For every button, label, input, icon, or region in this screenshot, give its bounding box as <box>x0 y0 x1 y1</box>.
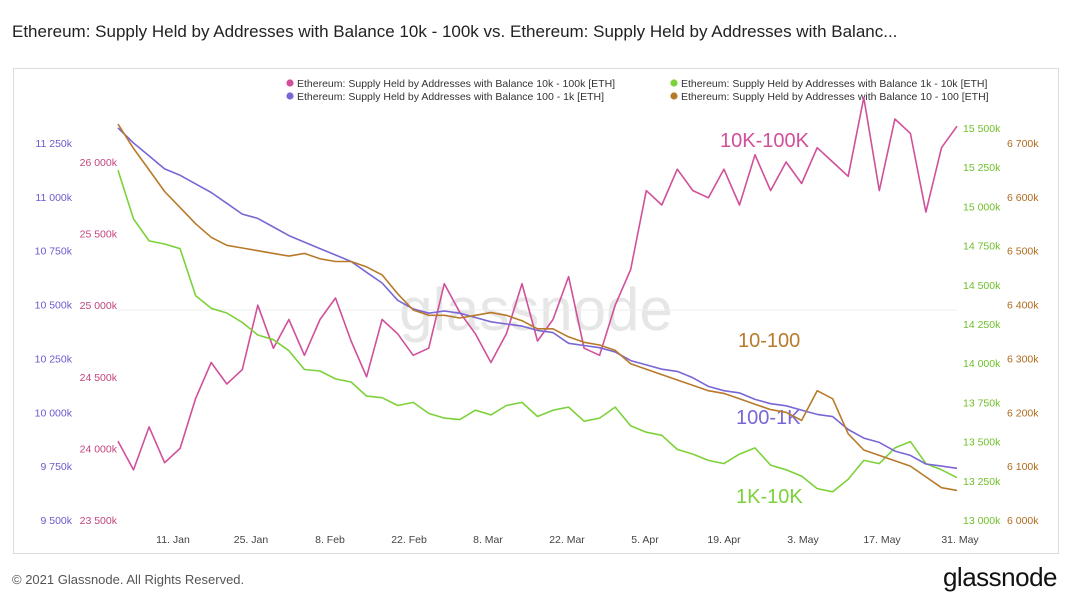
copyright-text: © 2021 Glassnode. All Rights Reserved. <box>12 572 245 587</box>
y-tick-label: 6 700k <box>1007 138 1039 150</box>
y-tick-label: 23 500k <box>80 515 118 527</box>
legend-marker <box>670 92 678 100</box>
y-tick-label: 25 500k <box>80 229 118 241</box>
y-tick-label: 13 500k <box>963 437 1001 449</box>
legend-label: Ethereum: Supply Held by Addresses with … <box>297 78 615 90</box>
x-tick-label: 8. Feb <box>315 534 345 546</box>
legend-label: Ethereum: Supply Held by Addresses with … <box>681 91 989 103</box>
series-annotation: 100-1K <box>736 407 801 429</box>
y-tick-label: 15 000k <box>963 201 1001 213</box>
y-tick-label: 26 000k <box>80 157 118 169</box>
y-tick-label: 14 250k <box>963 319 1001 331</box>
series-line <box>117 127 958 470</box>
x-tick-label: 22. Mar <box>549 534 585 546</box>
y-tick-label: 14 000k <box>963 358 1001 370</box>
x-tick-label: 31. May <box>941 534 979 546</box>
legend-label: Ethereum: Supply Held by Addresses with … <box>297 91 604 103</box>
y-tick-label: 10 250k <box>35 353 73 365</box>
x-tick-label: 5. Apr <box>631 534 659 546</box>
y-tick-label: 13 000k <box>963 515 1001 527</box>
series-annotation: 10K-100K <box>720 130 810 152</box>
x-tick-label: 22. Feb <box>391 534 427 546</box>
y-tick-label: 6 200k <box>1007 407 1039 419</box>
y-tick-label: 9 500k <box>40 515 72 527</box>
chart-title: Ethereum: Supply Held by Addresses with … <box>12 22 898 41</box>
series-line <box>117 123 958 492</box>
y-tick-label: 11 000k <box>35 192 72 204</box>
y-tick-label: 10 750k <box>35 246 73 258</box>
y-tick-label: 10 000k <box>35 407 73 419</box>
legend-label: Ethereum: Supply Held by Addresses with … <box>681 78 987 90</box>
x-tick-label: 19. Apr <box>707 534 741 546</box>
y-tick-label: 24 500k <box>80 372 118 384</box>
y-tick-label: 25 000k <box>80 300 118 312</box>
y-tick-label: 14 750k <box>963 241 1001 253</box>
x-tick-label: 3. May <box>787 534 819 546</box>
legend-marker <box>286 79 294 87</box>
y-tick-label: 6 500k <box>1007 246 1039 258</box>
y-tick-label: 13 250k <box>963 476 1001 488</box>
y-tick-label: 6 100k <box>1007 461 1039 473</box>
x-tick-label: 25. Jan <box>234 534 269 546</box>
x-tick-label: 8. Mar <box>473 534 503 546</box>
y-tick-label: 15 250k <box>963 162 1001 174</box>
y-tick-label: 6 000k <box>1007 515 1039 527</box>
series-line <box>117 96 958 471</box>
y-tick-label: 6 600k <box>1007 192 1039 204</box>
y-tick-label: 14 500k <box>963 280 1001 292</box>
y-tick-label: 24 000k <box>80 443 118 455</box>
series-line <box>117 170 958 493</box>
chart-frame <box>13 68 1059 554</box>
x-tick-label: 17. May <box>863 534 901 546</box>
y-tick-label: 10 500k <box>35 300 73 312</box>
y-tick-label: 15 500k <box>963 123 1001 135</box>
legend-marker <box>286 92 294 100</box>
y-tick-label: 6 300k <box>1007 353 1039 365</box>
y-tick-label: 13 750k <box>963 397 1001 409</box>
y-tick-label: 9 750k <box>40 461 72 473</box>
x-tick-label: 11. Jan <box>156 534 190 546</box>
glassnode-logo: glassnode <box>942 562 1058 592</box>
y-tick-label: 11 250k <box>35 138 72 150</box>
series-annotation: 10-100 <box>738 330 800 352</box>
legend-marker <box>670 79 678 87</box>
y-tick-label: 6 400k <box>1007 300 1039 312</box>
series-annotation: 1K-10K <box>736 486 803 508</box>
